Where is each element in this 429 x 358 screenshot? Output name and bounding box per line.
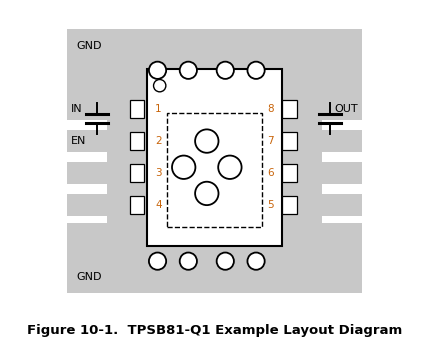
- Bar: [130, 164, 144, 182]
- Text: EN: EN: [71, 136, 87, 146]
- Bar: [296, 130, 362, 152]
- Bar: [282, 164, 296, 182]
- Bar: [67, 162, 130, 184]
- Circle shape: [149, 62, 166, 79]
- Circle shape: [154, 79, 166, 92]
- Circle shape: [218, 156, 242, 179]
- Bar: [167, 113, 262, 227]
- Bar: [130, 196, 144, 214]
- Bar: [67, 130, 130, 152]
- Circle shape: [172, 156, 196, 179]
- Text: 5: 5: [267, 200, 274, 210]
- Circle shape: [180, 252, 197, 270]
- Bar: [170, 29, 259, 294]
- Text: 7: 7: [267, 136, 274, 146]
- Circle shape: [248, 252, 265, 270]
- Text: IN: IN: [71, 105, 83, 114]
- Circle shape: [217, 252, 234, 270]
- Circle shape: [149, 252, 166, 270]
- Bar: [67, 109, 107, 223]
- Bar: [282, 196, 296, 214]
- Text: GND: GND: [76, 41, 101, 50]
- Bar: [67, 98, 130, 120]
- Text: 8: 8: [267, 105, 274, 114]
- Circle shape: [195, 182, 218, 205]
- Circle shape: [195, 129, 218, 153]
- Text: OUT: OUT: [334, 105, 358, 114]
- Bar: [67, 29, 362, 294]
- Bar: [322, 109, 362, 223]
- Text: 2: 2: [155, 136, 162, 146]
- Circle shape: [248, 62, 265, 79]
- Bar: [296, 98, 362, 120]
- Bar: [147, 69, 282, 246]
- Bar: [296, 194, 362, 216]
- Bar: [67, 194, 130, 216]
- Circle shape: [217, 62, 234, 79]
- Bar: [282, 132, 296, 150]
- Text: 6: 6: [267, 168, 274, 178]
- Bar: [130, 101, 144, 118]
- Text: 3: 3: [155, 168, 162, 178]
- Bar: [296, 162, 362, 184]
- Bar: [282, 101, 296, 118]
- Text: 1: 1: [155, 105, 162, 114]
- Text: Figure 10-1.  TPSB81-Q1 Example Layout Diagram: Figure 10-1. TPSB81-Q1 Example Layout Di…: [27, 324, 402, 337]
- Text: 4: 4: [155, 200, 162, 210]
- Bar: [130, 132, 144, 150]
- Text: GND: GND: [76, 272, 101, 281]
- Circle shape: [180, 62, 197, 79]
